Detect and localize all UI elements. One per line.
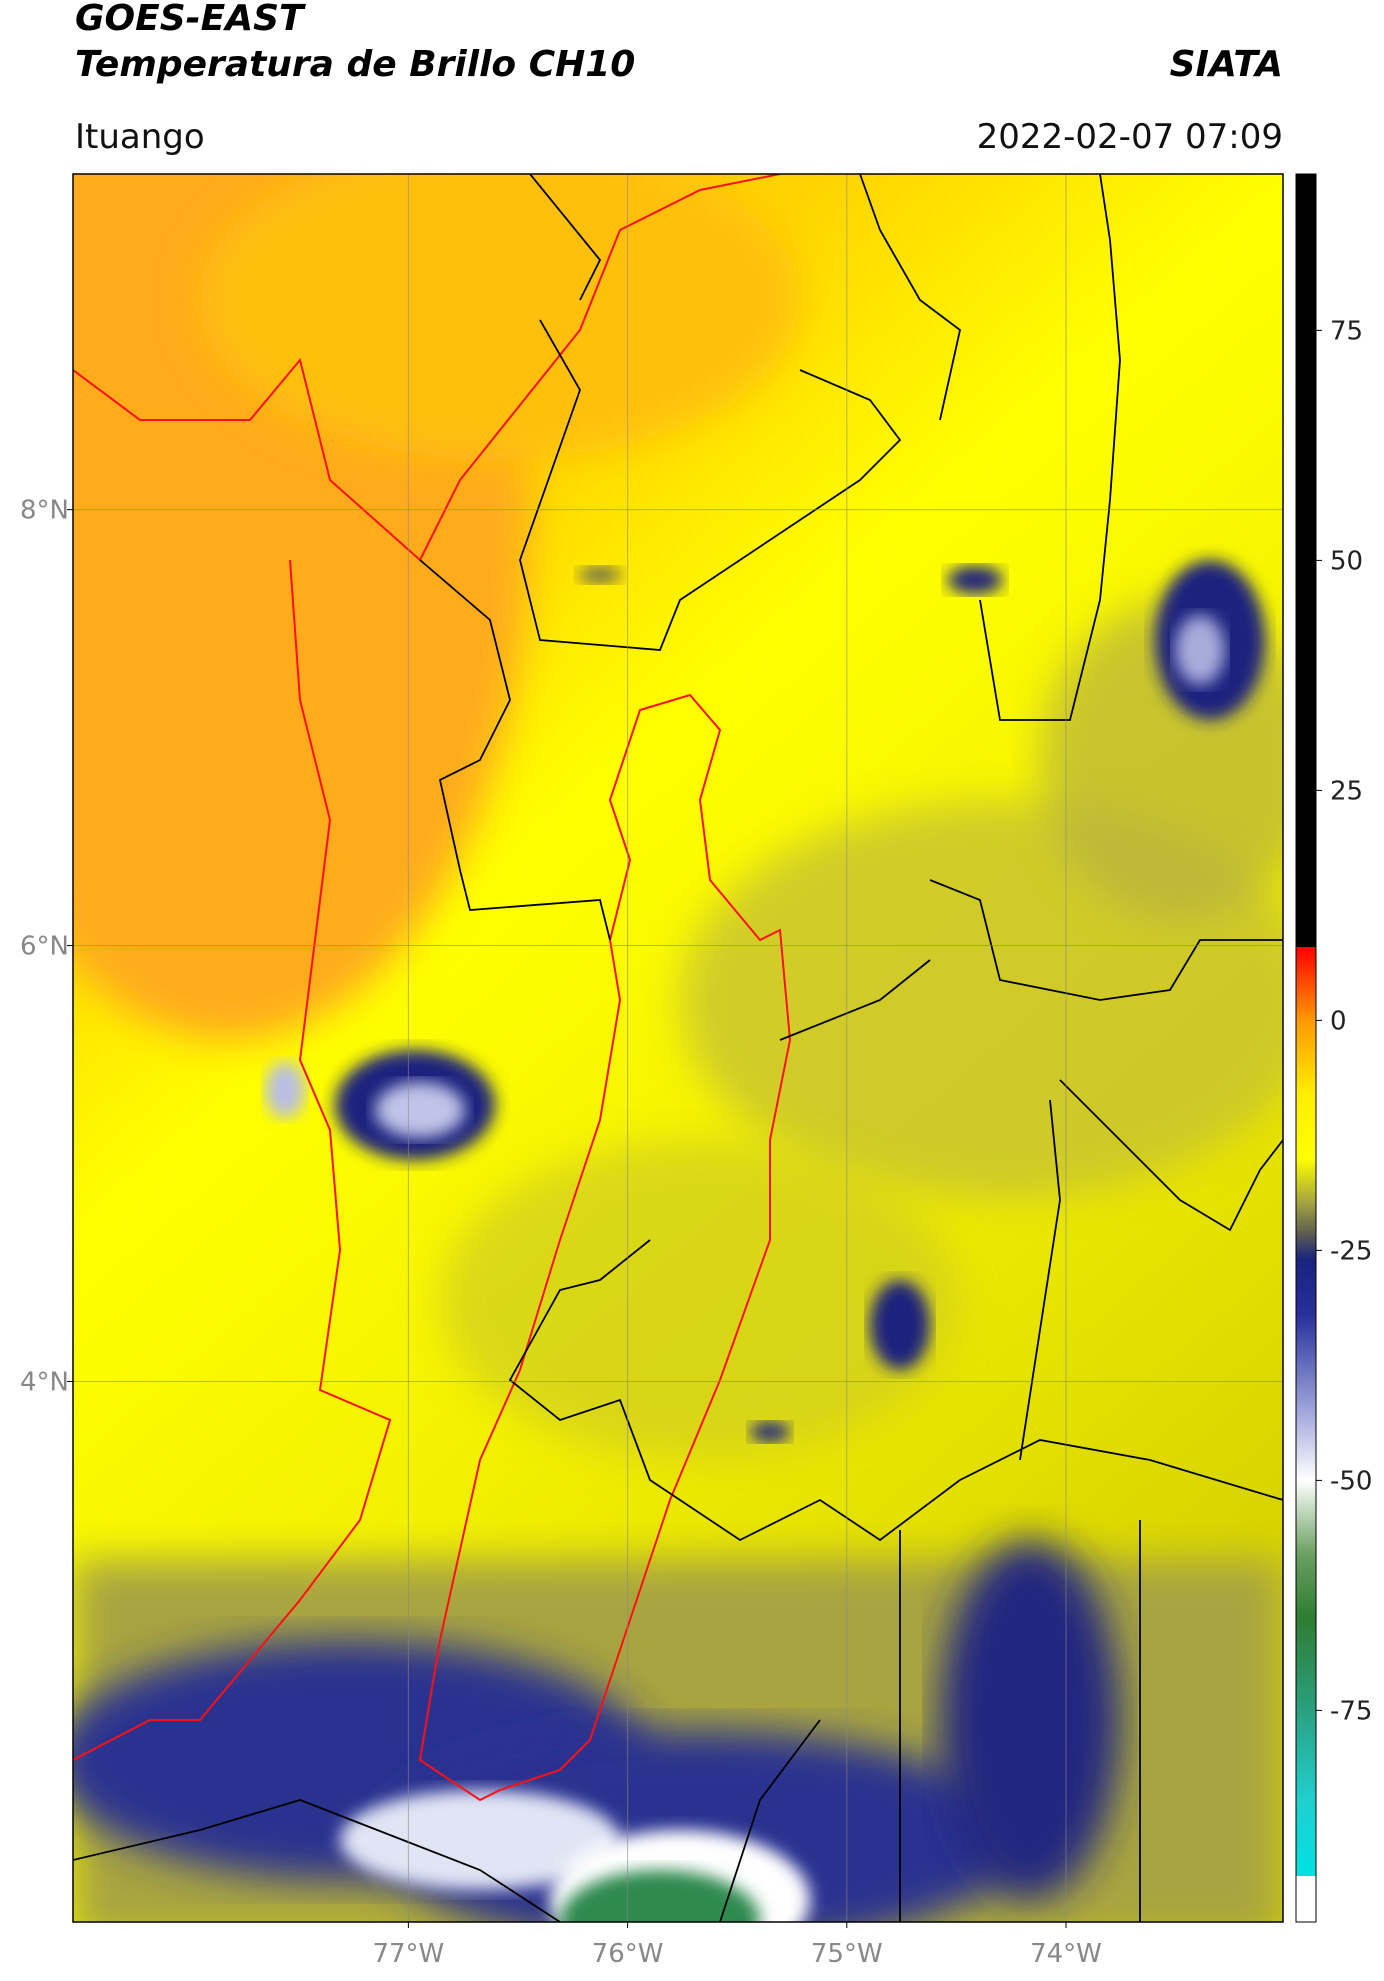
map-frame (72, 173, 1284, 1923)
y-tick-label: 6°N (20, 932, 69, 962)
x-tick-label: 77°W (372, 1939, 444, 1969)
colorbar-tick-label: -75 (1330, 1696, 1372, 1726)
colorbar-tick-label: 75 (1330, 316, 1363, 346)
x-tick-label: 74°W (1030, 1939, 1102, 1969)
colorbar-tick-label: -25 (1330, 1236, 1372, 1266)
colorbar-tick-label: -50 (1330, 1466, 1372, 1496)
x-tick-label: 76°W (592, 1939, 664, 1969)
title: GOES-EAST (75, 0, 306, 39)
satellite-image (73, 174, 1283, 1922)
y-tick-label: 8°N (20, 496, 69, 526)
colorbar-tick-label: 25 (1330, 776, 1363, 806)
colorbar-tick-label: 0 (1330, 1006, 1347, 1036)
datetime: 2022-02-07 07:09 (977, 117, 1283, 157)
grid (73, 174, 1283, 1922)
subtitle: Temperatura de Brillo CH10 (75, 44, 635, 85)
location: Ituango (75, 117, 205, 157)
colorbar (1295, 173, 1317, 1923)
y-tick-label: 4°N (20, 1367, 69, 1397)
x-tick-label: 75°W (811, 1939, 883, 1969)
agency: SIATA (1170, 44, 1283, 85)
colorbar-tick-label: 50 (1330, 546, 1363, 576)
